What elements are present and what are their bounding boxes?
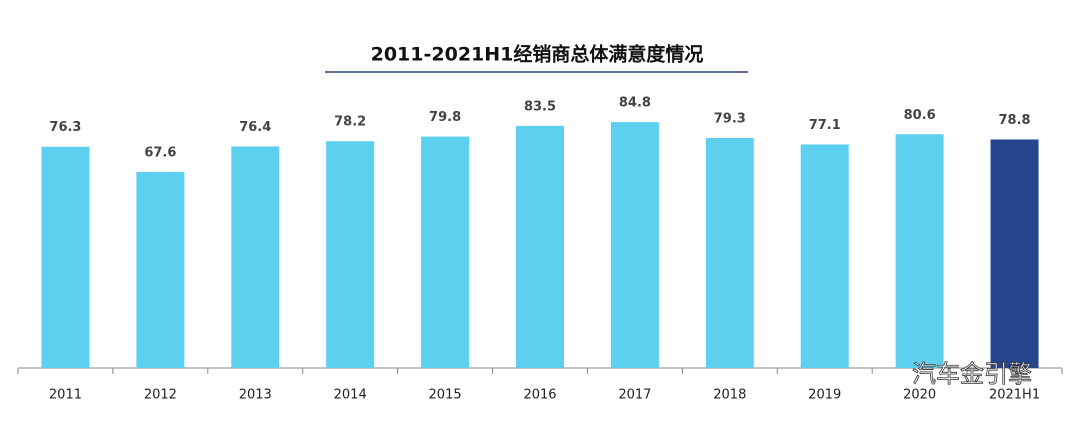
value-label: 83.5	[524, 99, 556, 114]
bar	[990, 139, 1039, 368]
value-label: 84.8	[619, 96, 651, 111]
chart-title: 2011-2021H1经销商总体满意度情况	[371, 43, 704, 66]
value-label: 80.6	[904, 108, 936, 123]
x-tick-label: 2013	[239, 388, 272, 403]
x-tick-label: 2017	[618, 388, 651, 403]
value-label: 79.8	[429, 110, 461, 125]
x-tick-label: 2019	[808, 388, 841, 403]
bar	[41, 146, 90, 368]
value-label: 67.6	[144, 145, 176, 160]
bar	[136, 171, 185, 368]
x-tick-label: 2021H1	[989, 388, 1040, 403]
x-tick-label: 2011	[49, 388, 82, 403]
x-tick-label: 2014	[334, 388, 367, 403]
watermark: 汽车金引擎	[912, 360, 1032, 388]
bar	[421, 136, 470, 368]
value-label: 79.3	[714, 112, 746, 127]
bar	[326, 141, 375, 368]
value-label: 76.3	[49, 120, 81, 135]
value-label: 76.4	[239, 120, 271, 135]
x-tick-label: 2012	[144, 388, 177, 403]
value-label: 78.8	[999, 113, 1031, 128]
x-tick-label: 2015	[429, 388, 462, 403]
bar	[800, 144, 849, 368]
bar	[231, 146, 280, 368]
x-tick-label: 2018	[713, 388, 746, 403]
bar	[895, 134, 944, 368]
x-tick-label: 2016	[523, 388, 556, 403]
value-label: 78.2	[334, 115, 366, 130]
bar	[516, 125, 564, 368]
value-label: 77.1	[809, 118, 841, 133]
x-tick-label: 2020	[903, 388, 936, 403]
bar	[705, 138, 754, 368]
bar	[610, 122, 659, 368]
